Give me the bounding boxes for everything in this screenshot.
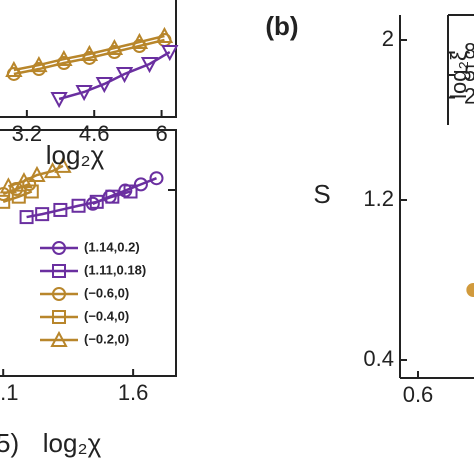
y-axis-label: log₂ξ bbox=[446, 51, 471, 99]
marker bbox=[149, 171, 164, 186]
marker bbox=[24, 184, 39, 199]
legend-marker bbox=[52, 264, 66, 278]
marker bbox=[30, 55, 48, 73]
marker bbox=[95, 76, 113, 94]
x-tick-label: 3.2 bbox=[12, 121, 43, 146]
x-axis-label: log₂χ bbox=[43, 428, 102, 458]
legend-label: (−0.2,0) bbox=[84, 331, 129, 346]
marker bbox=[5, 60, 23, 78]
marker bbox=[115, 66, 134, 84]
y-tick-label: 8 bbox=[464, 38, 474, 63]
x-tick-label: 1.1 bbox=[0, 380, 18, 405]
x-tick-label: 0.6 bbox=[403, 382, 434, 407]
legend-marker bbox=[52, 241, 66, 255]
marker bbox=[80, 44, 99, 61]
marker bbox=[105, 189, 120, 204]
series-line bbox=[26, 190, 131, 219]
marker bbox=[71, 198, 86, 213]
marker bbox=[15, 172, 33, 189]
legend-marker bbox=[50, 330, 68, 347]
x-tick-label: 6 bbox=[155, 121, 167, 146]
marker bbox=[155, 26, 174, 43]
marker bbox=[105, 38, 124, 56]
panel-label: 5) bbox=[0, 428, 19, 458]
legend-marker bbox=[52, 310, 66, 324]
x-tick-label: 4.6 bbox=[79, 121, 110, 146]
marker bbox=[89, 194, 104, 209]
marker bbox=[55, 49, 73, 67]
series-line bbox=[13, 34, 165, 72]
marker bbox=[130, 32, 149, 50]
legend-label: (1.11,0.18) bbox=[84, 262, 146, 277]
inset-frame bbox=[0, 0, 177, 118]
y-tick-label: 5 bbox=[464, 61, 474, 86]
marker bbox=[28, 165, 46, 183]
marker bbox=[133, 177, 148, 192]
panel-label: (b) bbox=[265, 11, 298, 41]
marker bbox=[54, 156, 72, 173]
marker bbox=[35, 207, 50, 222]
marker bbox=[19, 210, 34, 225]
y-tick-label: 2 bbox=[464, 83, 474, 108]
x-axis-label: log₂χ bbox=[46, 140, 105, 170]
point bbox=[466, 283, 474, 297]
marker bbox=[75, 84, 93, 102]
y-tick-label: 0.4 bbox=[363, 346, 394, 371]
y-tick-label: 1.2 bbox=[363, 186, 394, 211]
legend-label: (−0.6,0) bbox=[84, 285, 129, 300]
y-axis-label: S bbox=[313, 179, 330, 209]
legend-marker bbox=[52, 287, 66, 301]
y-tick-label: 2 bbox=[382, 26, 394, 51]
series-line bbox=[13, 38, 165, 76]
marker bbox=[0, 177, 18, 194]
marker bbox=[0, 194, 11, 209]
marker bbox=[140, 56, 159, 74]
marker bbox=[123, 184, 138, 199]
legend-label: (1.14,0.2) bbox=[84, 239, 140, 254]
axes-frame bbox=[0, 129, 177, 377]
legend-label: (−0.4,0) bbox=[84, 308, 129, 323]
x-tick-label: 1.6 bbox=[118, 380, 149, 405]
marker bbox=[53, 202, 68, 217]
marker bbox=[50, 92, 68, 109]
marker bbox=[161, 45, 179, 62]
series-line bbox=[58, 50, 171, 101]
